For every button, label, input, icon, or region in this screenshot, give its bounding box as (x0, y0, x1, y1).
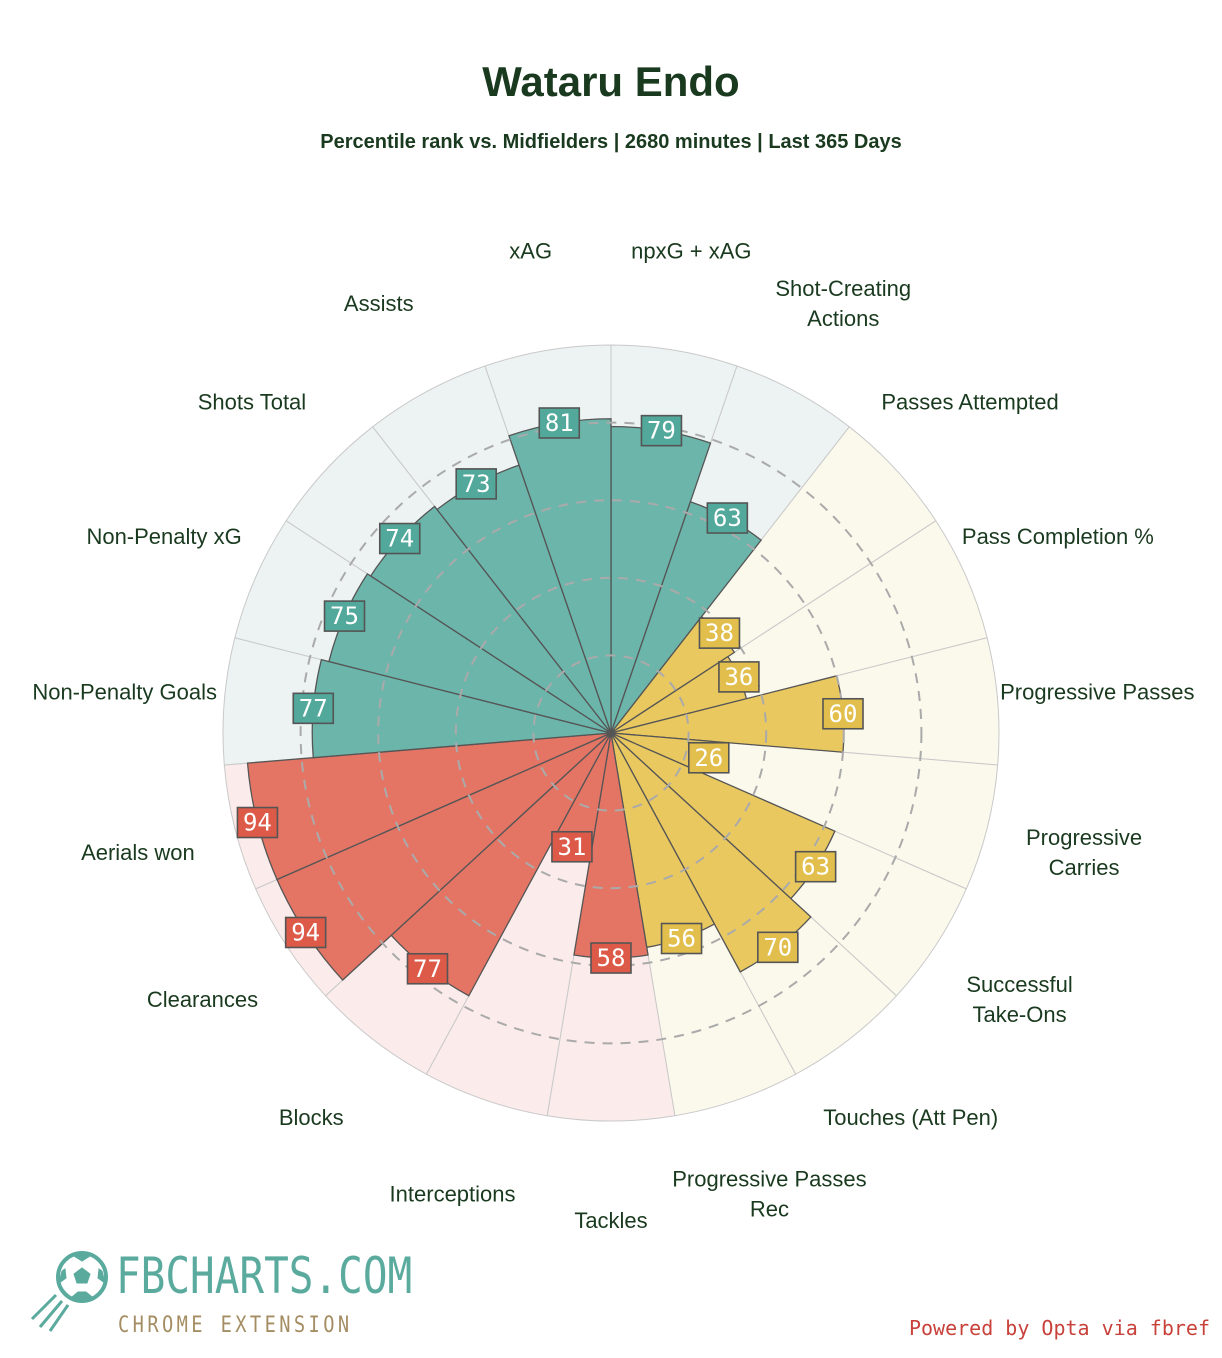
value-badge-touches-att-pen (757, 931, 799, 964)
category-label-npxg-xag: npxG + xAG (631, 239, 751, 264)
value-label-passes-attempted: 38 (705, 619, 734, 647)
category-label-touches-att-pen: Touches (Att Pen) (823, 1105, 998, 1130)
value-badge-assists (455, 468, 497, 500)
category-label-passes-attempted: Passes Attempted (881, 389, 1058, 414)
fbcharts-logo: FBCHARTS.COM CHROME EXTENSION (18, 1245, 412, 1345)
value-badge-npxg-xag (640, 414, 683, 447)
value-label-progressive-passes: 60 (829, 700, 858, 728)
value-badge-successful-take-ons (794, 850, 837, 883)
data-credit: Powered by Opta via fbref (908, 1316, 1210, 1340)
value-badge-clearances (284, 916, 327, 949)
category-label-pass-completion: Pass Completion % (962, 524, 1154, 549)
category-label-shot-creating-actions: Shot-Creating Actions (775, 276, 911, 331)
chart-title: Wataru Endo (482, 58, 740, 105)
value-badge-shot-creating-actions (706, 502, 749, 534)
chart-subtitle: Percentile rank vs. Midfielders | 2680 m… (320, 131, 902, 153)
value-badge-pass-completion (718, 661, 760, 693)
value-label-blocks: 77 (413, 955, 442, 983)
value-badge-non-penalty-goals (292, 692, 335, 725)
value-label-touches-att-pen: 70 (763, 933, 792, 961)
value-badge-non-penalty-xg (323, 600, 366, 632)
gridline-20 (532, 654, 690, 812)
category-label-interceptions: Interceptions (390, 1182, 516, 1207)
value-label-non-penalty-xg: 75 (330, 602, 359, 630)
value-label-pass-completion: 36 (724, 663, 753, 691)
value-label-aerials-won: 94 (243, 809, 272, 837)
value-badge-tackles (590, 942, 632, 974)
value-badge-progressive-passes-rec (660, 922, 703, 955)
gridline-80 (299, 421, 923, 1045)
category-label-assists: Assists (344, 291, 414, 316)
value-badge-interceptions (551, 830, 593, 863)
value-badge-passes-attempted (698, 617, 741, 649)
value-label-shot-creating-actions: 63 (713, 504, 742, 532)
value-label-npxg-xag: 79 (647, 417, 676, 445)
category-label-progressive-passes: Progressive Passes (1000, 680, 1194, 705)
category-label-tackles: Tackles (574, 1208, 647, 1233)
logo-tagline: CHROME EXTENSION (118, 1313, 353, 1338)
category-label-shots-total: Shots Total (198, 389, 306, 414)
category-label-aerials-won: Aerials won (81, 840, 195, 865)
value-badge-progressive-carries (687, 741, 730, 774)
value-label-clearances: 94 (291, 918, 320, 946)
value-label-interceptions: 31 (557, 833, 586, 861)
category-label-clearances: Clearances (147, 987, 258, 1012)
category-label-xag: xAG (509, 239, 552, 264)
category-label-progressive-passes-rec: Progressive Passes Rec (672, 1167, 866, 1222)
category-label-progressive-carries: Progressive Carries (1026, 825, 1142, 880)
value-badge-progressive-passes (822, 697, 864, 730)
soccer-ball-icon (30, 1251, 108, 1332)
value-label-progressive-carries: 26 (694, 744, 723, 772)
category-label-blocks: Blocks (279, 1105, 344, 1130)
value-badge-aerials-won (236, 806, 279, 839)
value-badge-xag (538, 407, 581, 439)
gridline-40 (454, 576, 768, 890)
value-label-successful-take-ons: 63 (801, 853, 830, 881)
category-label-non-penalty-goals: Non-Penalty Goals (32, 680, 217, 705)
value-label-shots-total: 74 (385, 525, 414, 553)
category-label-successful-take-ons: Successful Take-Ons (966, 972, 1072, 1027)
value-label-non-penalty-goals: 77 (299, 694, 328, 722)
logo-text: FBCHARTS.COM (116, 1247, 413, 1305)
value-label-tackles: 58 (597, 944, 626, 972)
value-label-xag: 81 (545, 409, 574, 437)
value-badge-blocks (406, 952, 449, 985)
value-badge-shots-total (378, 522, 421, 555)
value-label-assists: 73 (462, 470, 491, 498)
value-label-progressive-passes-rec: 56 (667, 925, 696, 953)
category-label-non-penalty-xg: Non-Penalty xG (86, 524, 241, 549)
